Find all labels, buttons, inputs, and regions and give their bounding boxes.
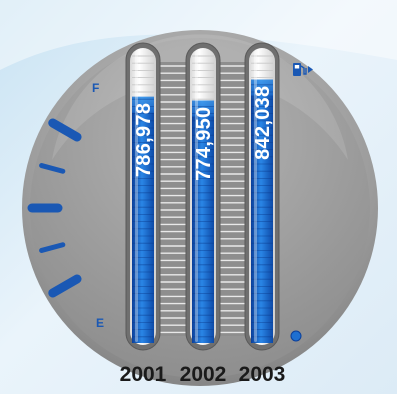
empty-label: E <box>96 316 104 330</box>
bar: 842,038 <box>244 42 280 351</box>
scale-mark <box>48 274 82 298</box>
indicator-dot-icon <box>290 330 302 342</box>
category-label: 2002 <box>180 363 227 386</box>
category-label: 2003 <box>239 363 286 386</box>
scale-mark <box>39 242 66 253</box>
tube-connector <box>220 62 245 336</box>
fuel-pump-icon <box>293 63 313 76</box>
bars: 786,978 774,950 842,038 <box>125 42 280 351</box>
category-labels: 2001 2002 2003 <box>120 363 286 386</box>
bar-value-label: 842,038 <box>252 86 274 160</box>
bar: 786,978 <box>125 42 161 351</box>
bar-value-label: 786,978 <box>133 103 155 177</box>
bar: 774,950 <box>185 42 221 351</box>
category-label: 2001 <box>120 363 167 386</box>
bar-fill <box>132 96 154 343</box>
bar-fill <box>251 79 273 343</box>
scale-mark <box>39 163 66 174</box>
tube-connector <box>160 62 186 336</box>
full-label: F <box>92 81 99 95</box>
fuel-scale <box>27 118 82 298</box>
bar-value-label: 774,950 <box>193 107 215 181</box>
scale-mark <box>48 118 82 142</box>
